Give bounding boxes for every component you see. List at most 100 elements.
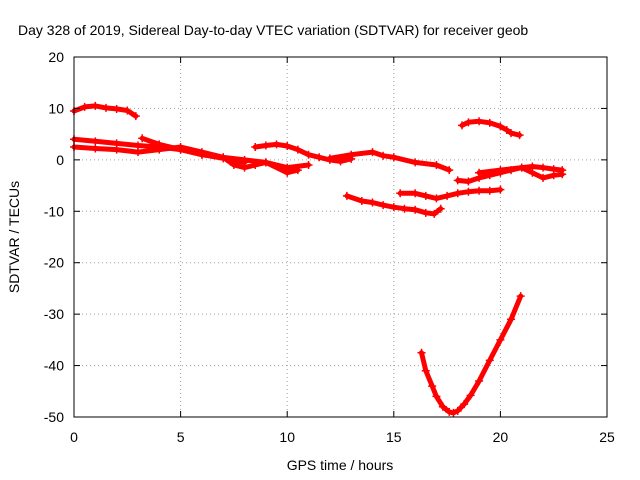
data-point [91,144,100,153]
data-point [368,148,377,157]
data-point [80,102,89,111]
data-point [453,189,462,198]
data-point [464,118,473,127]
data-point [475,377,484,385]
data-point [112,104,121,113]
y-tick-label: -10 [44,203,64,219]
data-point [516,292,525,301]
data-point [304,150,313,159]
data-point [133,141,142,150]
data-point [417,348,426,357]
series-arc-a [70,101,140,121]
data-point [411,189,420,198]
data-point [123,106,132,115]
data-point [396,189,405,198]
data-point [389,203,398,212]
data-point [460,400,469,409]
data-point [240,155,249,164]
series-arc-l [417,292,525,417]
x-tick-label: 25 [599,429,615,445]
data-point [272,140,281,149]
data-point [283,168,292,177]
x-tick-label: 0 [70,429,78,445]
data-point [112,145,121,154]
data-point [443,191,452,200]
y-tick-label: -20 [44,255,64,271]
data-point [251,161,260,169]
data-point [251,143,260,151]
data-point [357,197,366,205]
data-point [464,187,473,196]
data-point [379,201,388,210]
data-point [229,161,238,169]
data-point [539,163,548,172]
grid-lines [74,57,607,417]
data-point [315,153,324,162]
data-point [496,335,505,344]
data-point [138,134,147,143]
series-arc-k [475,163,567,182]
data-point [432,161,441,169]
data-point [283,141,292,150]
data-point [436,204,445,213]
data-point [428,382,437,391]
data-point [400,204,409,213]
data-point [176,145,185,154]
series-trace [397,187,503,201]
data-point [475,186,484,195]
data-point [507,315,516,324]
data-point [507,129,516,138]
data-point [517,163,526,172]
data-point [368,198,377,207]
data-point [515,131,524,140]
series-trace [344,193,444,217]
data-point [549,171,558,180]
data-point [485,356,494,365]
data-point [539,173,548,182]
x-tick-label: 5 [177,429,185,445]
series-arc-i [458,117,524,140]
data-point [496,185,505,194]
y-tick-label: 20 [48,49,64,65]
data-point [91,101,100,110]
data-point [496,122,505,131]
data-point [325,154,334,163]
data-point [466,391,475,400]
y-axis-label: SDTVAR / TECUs [6,181,22,293]
series-arc-f [325,148,454,175]
series-trace [252,141,354,164]
data-point [411,158,420,167]
series-arc-d [138,134,302,177]
y-tick-label: 0 [56,152,64,168]
series-arc-e [251,140,356,166]
data-point [421,208,430,217]
data-point [558,170,567,179]
data-point [261,158,270,167]
data-point [475,117,484,126]
data-point [389,153,398,162]
x-tick-label: 20 [493,429,509,445]
data-point [432,194,441,203]
data-point [445,407,454,416]
series-arc-g [342,191,445,218]
x-axis-label: GPS time / hours [287,457,394,473]
data-point [342,191,351,200]
data-point [101,103,110,112]
plot-frame [73,56,608,418]
data-point [261,141,270,150]
x-tick-label: 15 [386,429,402,445]
data-point [502,126,511,135]
data-point [379,151,388,160]
data-point [293,166,302,175]
data-point [496,166,505,175]
axis-ticks: 0 5 10 15 20 25 -50 -40 -30 -20 -10 0 10 20 [44,49,615,445]
data-point [197,150,206,159]
data-point [485,186,494,195]
data-point [421,366,430,375]
data-point [453,176,462,185]
data-point [458,121,467,130]
data-point [131,112,140,121]
y-tick-label: -50 [44,409,64,425]
data-point [430,209,439,218]
